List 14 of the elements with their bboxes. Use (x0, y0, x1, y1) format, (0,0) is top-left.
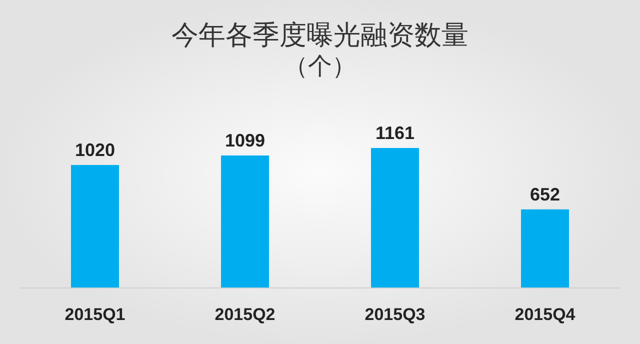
data-label: 652 (530, 184, 560, 204)
x-tick-label: 2015Q1 (64, 305, 126, 324)
bar (371, 148, 419, 288)
bar (71, 165, 119, 288)
chart-subtitle: （个） (284, 52, 356, 80)
bar (221, 155, 269, 288)
chart-title: 今年各季度曝光融资数量 (172, 20, 468, 51)
data-label: 1161 (375, 123, 415, 143)
x-tick-label: 2015Q3 (364, 305, 426, 324)
data-label: 1099 (224, 130, 266, 150)
x-tick-label: 2015Q2 (214, 305, 276, 324)
bar (521, 209, 569, 288)
data-label: 1020 (74, 140, 116, 160)
x-tick-label: 2015Q4 (514, 305, 576, 324)
